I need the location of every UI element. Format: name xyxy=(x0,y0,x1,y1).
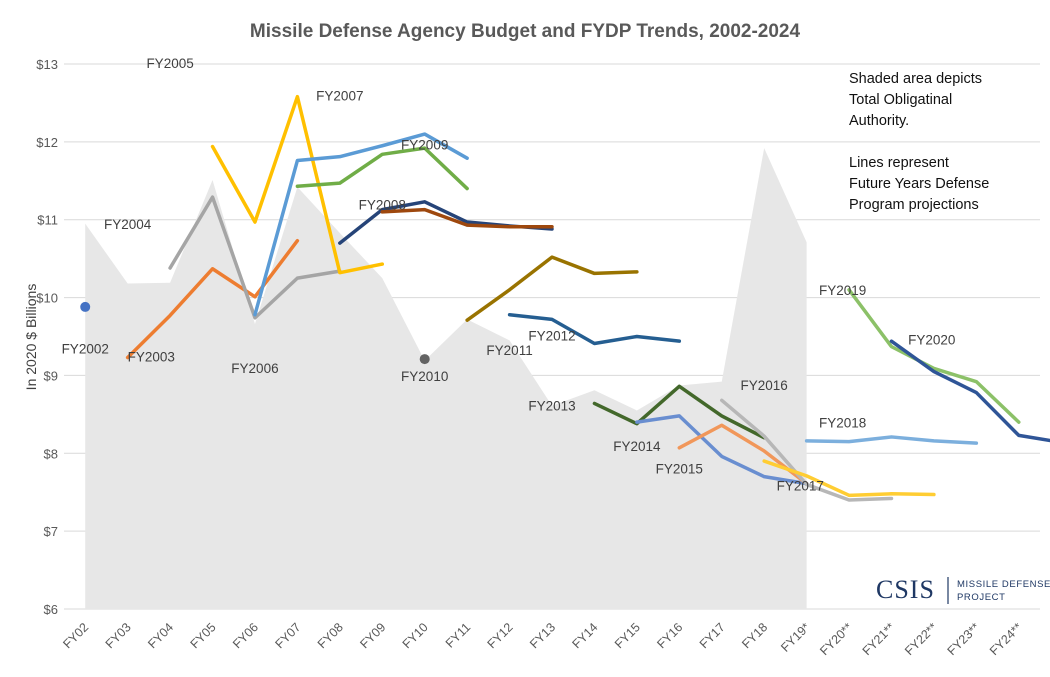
x-tick-label: FY18 xyxy=(739,620,770,651)
toa-area xyxy=(85,148,807,610)
series-line-fy2017 xyxy=(762,459,936,498)
y-tick-label: $13 xyxy=(36,57,58,72)
x-tick-label: FY15 xyxy=(612,620,643,651)
series-line-fy2009 xyxy=(380,207,554,229)
note-line: Authority. xyxy=(849,113,909,129)
y-tick-label: $12 xyxy=(36,135,58,150)
x-tick-label: FY20** xyxy=(817,620,855,658)
series-line-fy2003 xyxy=(125,238,300,360)
series-label-fy2014: FY2014 xyxy=(613,439,661,454)
note-line: Lines represent xyxy=(849,155,949,171)
series-line-fy2019 xyxy=(847,288,1021,424)
series-label-fy2003: FY2003 xyxy=(128,349,175,364)
csis-logo: CSIS MISSILE DEFENSE PROJECT xyxy=(876,575,1050,604)
x-tick-label: FY21** xyxy=(860,620,898,658)
series-label-fy2008: FY2008 xyxy=(359,198,406,213)
series-line-fy2020 xyxy=(889,339,1050,443)
series-line-fy2007 xyxy=(295,146,469,191)
series-label-fy2020: FY2020 xyxy=(908,332,955,347)
y-tick-label: $6 xyxy=(44,602,58,617)
y-tick-label: $8 xyxy=(44,446,58,461)
series-label-fy2009: FY2009 xyxy=(401,138,448,153)
series-label-fy2018: FY2018 xyxy=(819,416,866,431)
series-line-fy2005 xyxy=(210,94,385,275)
logo-subtitle-line1: MISSILE DEFENSE xyxy=(957,579,1050,590)
series-label-fy2019: FY2019 xyxy=(819,283,866,298)
y-axis-label: In 2020 $ Billions xyxy=(23,284,39,391)
series-label-fy2013: FY2013 xyxy=(528,398,575,413)
series-line-fy2006 xyxy=(253,132,469,317)
series-label-fy2010: FY2010 xyxy=(401,369,448,384)
y-tick-label: $9 xyxy=(44,368,58,383)
note-line: Program projections xyxy=(849,197,979,213)
x-tick-label: FY22** xyxy=(902,620,940,658)
x-tick-label: FY23** xyxy=(945,620,983,658)
x-tick-label: FY12 xyxy=(485,620,516,651)
x-tick-label: FY02 xyxy=(60,620,91,651)
x-tick-label: FY19* xyxy=(778,620,813,655)
series-line-fy2012 xyxy=(507,312,682,346)
x-tick-label: FY06 xyxy=(230,620,261,651)
x-tick-label: FY16 xyxy=(654,620,685,651)
chart-title: Missile Defense Agency Budget and FYDP T… xyxy=(250,21,801,42)
series-point-fy2010 xyxy=(419,354,430,365)
csis-logo-text: CSIS xyxy=(876,575,935,604)
x-tick-label: FY17 xyxy=(697,620,728,651)
series-line-fy2014 xyxy=(635,414,809,486)
x-tick-label: FY07 xyxy=(272,620,303,651)
chart-note: Shaded area depicts Total Obligatinal Auth… xyxy=(849,71,989,213)
x-tick-label: FY24** xyxy=(987,620,1025,658)
x-tick-label: FY08 xyxy=(315,620,346,651)
series-label-fy2017: FY2017 xyxy=(777,479,824,494)
x-tick-label: FY13 xyxy=(527,620,558,651)
x-axis-ticks: FY02 FY03 FY04 FY05 FY06 FY07 FY08 FY09 FY10 FY11… xyxy=(60,620,1025,658)
logo-subtitle-line2: PROJECT xyxy=(957,592,1006,603)
series-line-fy2011 xyxy=(465,255,639,322)
note-line: Future Years Defense xyxy=(849,176,989,192)
x-tick-label: FY03 xyxy=(103,620,134,651)
series-label-fy2015: FY2015 xyxy=(656,462,703,477)
y-axis-ticks: $6 $7 $8 $9 $10 $11 $12 $13 xyxy=(36,57,58,617)
series-label-fy2012: FY2012 xyxy=(528,328,575,343)
x-tick-label: FY05 xyxy=(188,620,219,651)
series-line-fy2004 xyxy=(168,195,342,320)
fydp-series xyxy=(80,94,1050,502)
series-label-fy2007: FY2007 xyxy=(316,89,363,104)
series-labels: FY2002 FY2003 FY2004 FY2005 FY2006 FY2007 FY20… xyxy=(62,56,956,494)
series-label-fy2005: FY2005 xyxy=(146,56,193,71)
y-tick-label: $11 xyxy=(37,213,58,228)
note-line: Total Obligatinal xyxy=(849,92,952,108)
y-tick-label: $7 xyxy=(44,524,58,539)
series-point-fy2002 xyxy=(80,301,91,312)
series-label-fy2002: FY2002 xyxy=(62,342,109,357)
series-line-fy2016 xyxy=(719,398,894,502)
total-obligational-authority-area xyxy=(85,148,807,610)
note-line: Shaded area depicts xyxy=(849,71,982,87)
series-label-fy2004: FY2004 xyxy=(104,217,152,232)
x-tick-label: FY04 xyxy=(145,620,176,651)
x-tick-label: FY10 xyxy=(400,620,431,651)
x-tick-label: FY09 xyxy=(357,620,388,651)
y-tick-label: $10 xyxy=(36,291,58,306)
series-line-fy2013 xyxy=(592,384,766,440)
x-tick-label: FY14 xyxy=(570,620,601,651)
series-label-fy2011: FY2011 xyxy=(486,343,532,358)
series-label-fy2016: FY2016 xyxy=(741,378,788,393)
x-tick-label: FY11 xyxy=(443,620,473,650)
series-line-fy2018 xyxy=(804,435,979,445)
series-label-fy2006: FY2006 xyxy=(231,361,278,376)
